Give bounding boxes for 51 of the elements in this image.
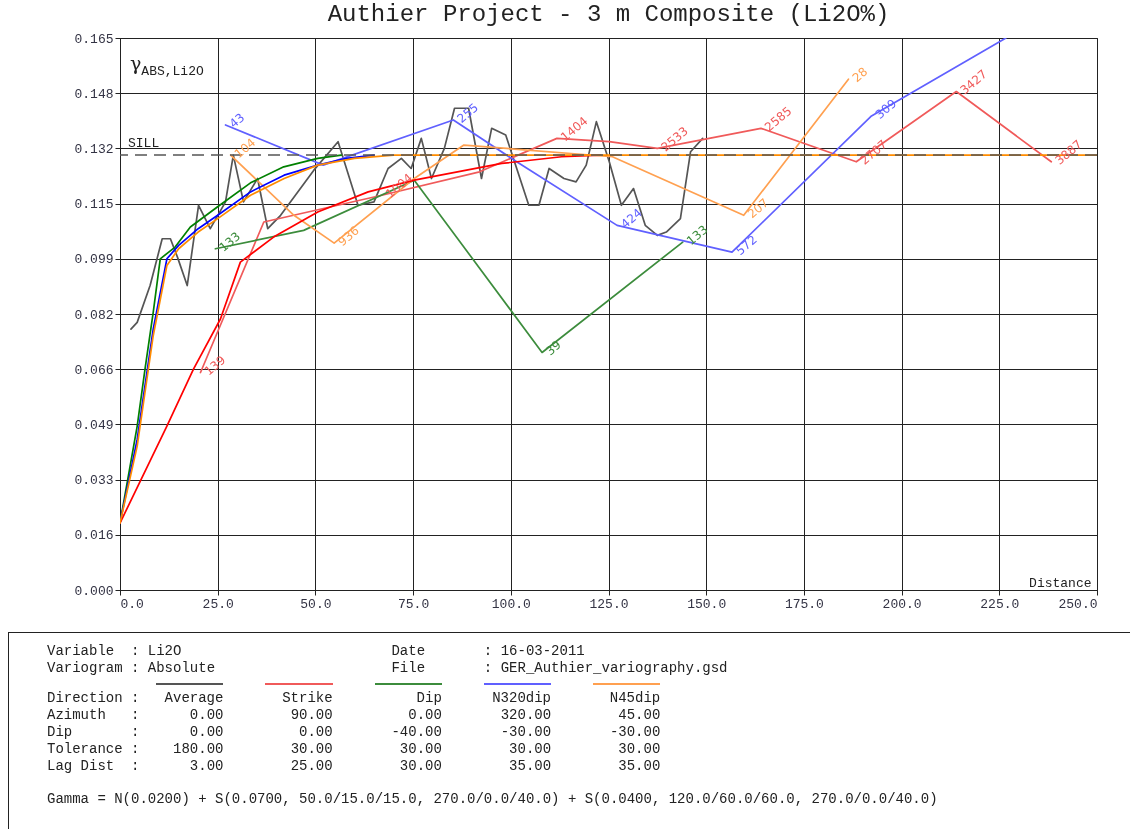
annotation: 255: [454, 100, 482, 126]
chart-title: Authier Project - 3 m Composite (Li2O%): [327, 1, 890, 28]
text: Tolerance : 180.00 30.00 30.00 30.00 30.00: [47, 741, 662, 758]
x-tick-label: 50.0: [300, 596, 332, 612]
x-tick-label: 0.0: [120, 596, 144, 612]
text: Direction :: [47, 690, 140, 707]
text: Lag Dist : 3.00 25.00 30.00 35.00 35.00: [47, 758, 662, 775]
x-tick-label: 175.0: [784, 596, 824, 612]
y-tick-label: 0.165: [74, 31, 114, 47]
x-tick-label: 25.0: [202, 596, 234, 612]
text: Date : 16-03-2011: [391, 643, 586, 660]
annotation: 139: [201, 352, 229, 379]
annotation: 133: [683, 222, 711, 248]
legend-label: Dip: [415, 690, 442, 707]
annotation: 572: [733, 232, 760, 258]
annotation: 43: [226, 110, 248, 131]
legend-label: Strike: [281, 690, 333, 707]
x-tick-label: 250.0: [1058, 596, 1098, 612]
text: File : GER_Authier_variography.gsd: [391, 660, 729, 677]
y-tick-label: 0.148: [74, 86, 114, 102]
annotation: 424: [618, 205, 645, 232]
x-tick-label: 150.0: [687, 596, 727, 612]
text: Gamma = N(0.0200) + S(0.0700, 50.0/15.0/15.0, 270.0/0.0/40.0) + S(0.0400, 120.0/60.0/60.0, 270.0/0.0/40.0): [47, 791, 939, 808]
x-tick-label: 75.0: [397, 596, 430, 612]
y-tick-label: 0.016: [74, 528, 114, 544]
x-axis-title: Distance: [1029, 575, 1092, 591]
y-tick-label: 0.115: [74, 197, 114, 213]
text: Azimuth : 0.00 90.00 0.00 320.00 45.00: [47, 707, 662, 724]
x-tick-label: 200.0: [882, 596, 922, 612]
y-tick-label: 0.132: [74, 141, 114, 157]
x-tick-label: 125.0: [589, 596, 629, 612]
y-tick-label: 0.049: [74, 417, 114, 433]
annotation: 207: [744, 195, 772, 222]
x-tick-label: 100.0: [491, 596, 531, 612]
y-tick-label: 0.099: [74, 252, 114, 268]
text: Variable : Li2O: [47, 643, 183, 660]
text: Dip : 0.00 0.00 -40.00 -30.00 -30.00: [47, 724, 662, 741]
x-tick-label: 225.0: [980, 596, 1020, 612]
annotation: 133: [216, 229, 244, 255]
annotation: 104: [231, 135, 259, 161]
legend-label: N320dip: [491, 690, 552, 707]
y-tick-label: 0.033: [74, 473, 114, 489]
legend-label: N45dip: [608, 690, 661, 707]
y-tick-label: 0.082: [74, 307, 114, 323]
annotation: 28: [849, 64, 871, 85]
legend-label: Average: [163, 690, 224, 707]
text: Variogram : Absolute: [47, 660, 217, 677]
y-tick-label: 0.000: [74, 583, 114, 599]
ref-line-label: SILL: [128, 136, 160, 152]
y-axis-title: γ$_{ABS,Li2O}$: [130, 52, 204, 79]
y-tick-label: 0.066: [74, 362, 114, 378]
